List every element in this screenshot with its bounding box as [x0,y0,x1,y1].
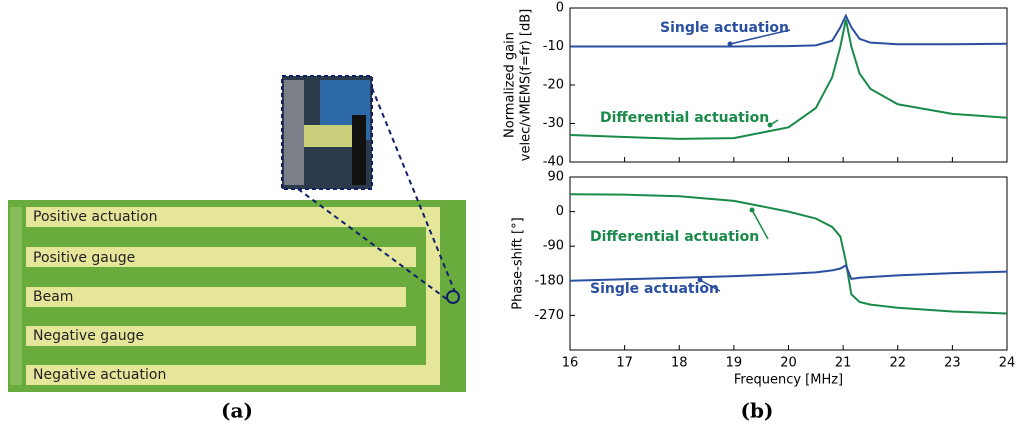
x-tick-label: 21 [835,356,852,371]
region-label: Positive gauge [33,250,135,266]
x-tick-label: 16 [562,356,579,371]
x-tick-label: 19 [726,356,743,371]
micrograph [8,75,466,392]
y-tick-label: -10 [543,39,564,54]
panel-caption: (b) [741,399,774,423]
x-tick-label: 17 [616,356,633,371]
region-label: Beam [33,289,73,305]
y-tick-label: -40 [543,155,564,170]
y-tick-label: -270 [534,308,564,323]
series-label: Differential actuation [590,229,759,245]
series-line [569,193,1008,315]
region-label: Negative gauge [33,328,144,344]
series-line [570,13,1008,48]
annotation-arrow [751,209,769,240]
arrow-head [749,207,755,213]
x-tick-label: 18 [671,356,688,371]
panel-caption: (a) [221,399,253,423]
y-axis-label: Phase-shift [°] [511,217,526,309]
y-axis-label: velec/vMEMS(f=fr) [dB] [519,9,534,161]
series-label: Single actuation [660,20,789,36]
series-label: Single actuation [590,281,719,297]
plot-frame [569,176,1008,351]
y-tick-label: -20 [543,78,564,93]
series-line [569,19,1008,140]
arrow-head [727,41,733,47]
arrow-head [697,277,703,283]
x-axis-label: Frequency [MHz] [734,373,843,388]
series-line [569,263,1008,282]
region-label: Negative actuation [33,367,166,383]
x-tick-label: 23 [944,356,961,371]
y-tick-label: -180 [534,273,564,288]
arrow-head [767,122,773,128]
series-label: Differential actuation [600,110,769,126]
region-label: Positive actuation [33,209,157,225]
annotation-arrow [729,29,791,45]
annotation-arrow [699,279,721,292]
y-tick-label: 90 [547,170,564,185]
y-tick-label: -30 [543,116,564,131]
x-tick-label: 20 [780,356,797,371]
y-axis-label: Normalized gain [503,32,518,138]
y-tick-label: -90 [543,239,564,254]
y-tick-label: 0 [556,204,564,219]
x-tick-label: 22 [889,356,906,371]
x-tick-label: 24 [999,356,1016,371]
y-tick-label: 0 [556,1,564,16]
